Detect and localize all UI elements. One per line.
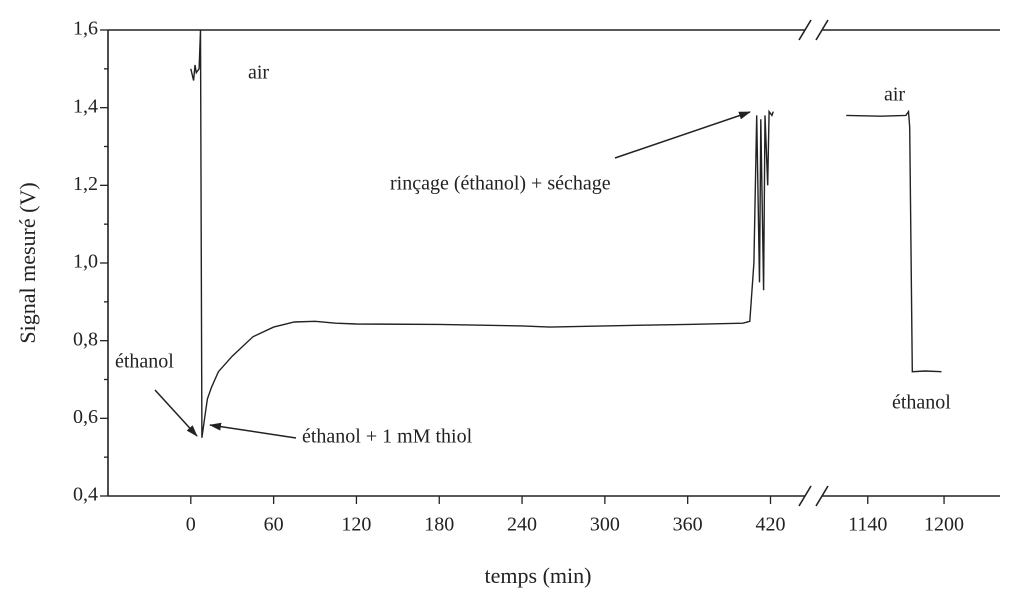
x-tick-label: 120: [341, 514, 371, 536]
y-tick-label: 1,2: [73, 173, 98, 195]
x-tick-label: 360: [673, 514, 703, 536]
signal-line: [190, 29, 774, 438]
y-tick-label: 1,6: [73, 18, 98, 40]
y-tick-label: 0,6: [73, 406, 98, 428]
signal-line: [846, 109, 942, 373]
axis-break: [798, 485, 812, 507]
annotation-arrow: [614, 111, 751, 159]
x-axis-label: temps (min): [485, 563, 592, 588]
x-tick-label: 1200: [924, 514, 964, 536]
y-tick-label: 1,4: [73, 95, 98, 117]
annotation: éthanol + 1 mM thiol: [302, 426, 473, 448]
annotation-arrow: [209, 422, 297, 439]
annotation: air: [884, 84, 905, 106]
x-tick-label: 300: [590, 514, 620, 536]
x-tick-label: 0: [186, 514, 196, 536]
x-tick-label: 60: [264, 514, 284, 536]
annotation: éthanol: [115, 351, 174, 373]
x-tick-label: 180: [424, 514, 454, 536]
annotation: rinçage (éthanol) + séchage: [390, 173, 611, 195]
x-tick-label: 420: [755, 514, 785, 536]
y-tick-label: 0,4: [73, 484, 98, 506]
axis-break: [815, 19, 829, 41]
annotation: air: [248, 62, 269, 84]
annotation-arrow: [154, 389, 198, 437]
annotation: éthanol: [892, 392, 951, 414]
y-tick-label: 1,0: [73, 251, 98, 273]
axis-break: [798, 19, 812, 41]
x-tick-label: 1140: [848, 514, 887, 536]
x-tick-label: 240: [507, 514, 537, 536]
y-tick-label: 0,8: [73, 328, 98, 350]
axis-break: [815, 485, 829, 507]
y-axis-label: Signal mesuré (V): [15, 182, 40, 343]
